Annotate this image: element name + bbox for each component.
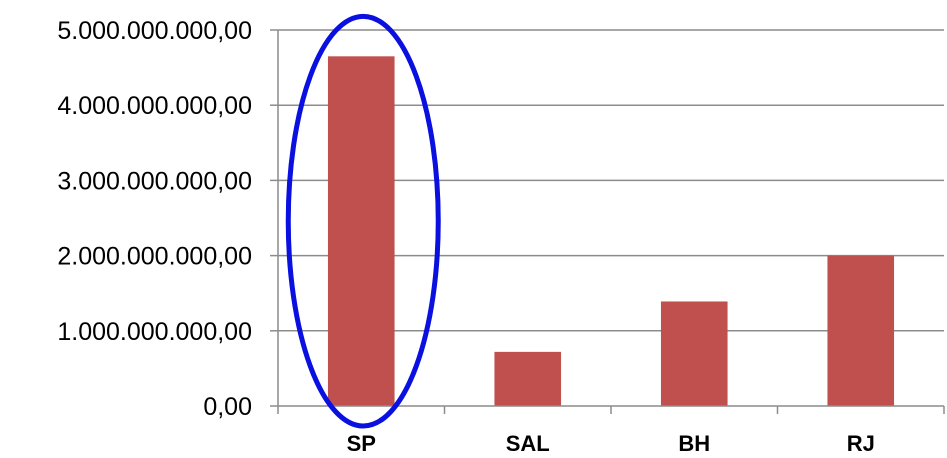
x-axis-labels: SP SAL BH RJ xyxy=(347,431,875,456)
bars xyxy=(327,56,895,406)
highlight-annotation xyxy=(285,13,441,429)
bar-bh xyxy=(660,301,728,406)
y-tick-label: 4.000.000.000,00 xyxy=(57,92,252,120)
x-axis xyxy=(277,30,945,414)
x-tick-label: SP xyxy=(347,431,376,456)
y-tick-label: 2.000.000.000,00 xyxy=(57,243,252,271)
x-tick-label: BH xyxy=(678,431,710,456)
highlight-ellipse xyxy=(285,13,441,429)
y-tick-label: 3.000.000.000,00 xyxy=(57,167,252,195)
bar-sal xyxy=(494,351,562,406)
y-tick-label: 1.000.000.000,00 xyxy=(57,318,252,346)
bar-rj xyxy=(827,255,895,406)
x-tick-label: RJ xyxy=(847,431,875,456)
bar-sp xyxy=(327,56,395,406)
y-tick-label: 0,00 xyxy=(203,393,252,421)
x-tick-label: SAL xyxy=(506,431,550,456)
y-tick-label: 5.000.000.000,00 xyxy=(57,17,252,45)
y-axis-ticks: 0,00 1.000.000.000,00 2.000.000.000,00 3.00… xyxy=(57,17,278,421)
